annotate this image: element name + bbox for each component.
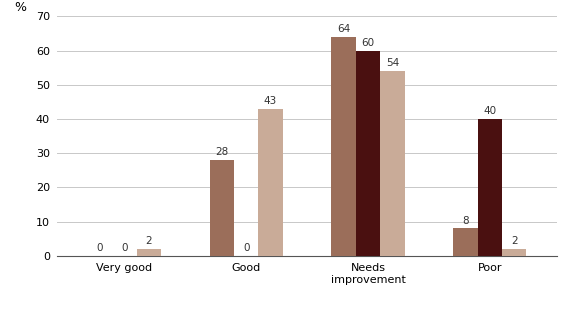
Bar [331,37,356,256]
Text: 60: 60 [362,38,375,48]
Text: 28: 28 [215,147,228,157]
Bar [478,119,502,256]
Text: 0: 0 [121,243,127,253]
Text: 8: 8 [462,216,469,226]
Bar [210,160,234,256]
Text: 0: 0 [97,243,103,253]
Text: 2: 2 [511,236,518,246]
Bar [137,249,161,256]
Y-axis label: %: % [14,1,26,14]
Text: 54: 54 [386,58,399,69]
Text: 43: 43 [264,96,277,106]
Bar [502,249,526,256]
Text: 0: 0 [243,243,250,253]
Bar [356,51,380,256]
Text: 40: 40 [483,106,497,116]
Text: 64: 64 [337,24,350,34]
Bar [258,109,283,256]
Bar [453,229,478,256]
Text: 2: 2 [145,236,152,246]
Bar [380,71,405,256]
